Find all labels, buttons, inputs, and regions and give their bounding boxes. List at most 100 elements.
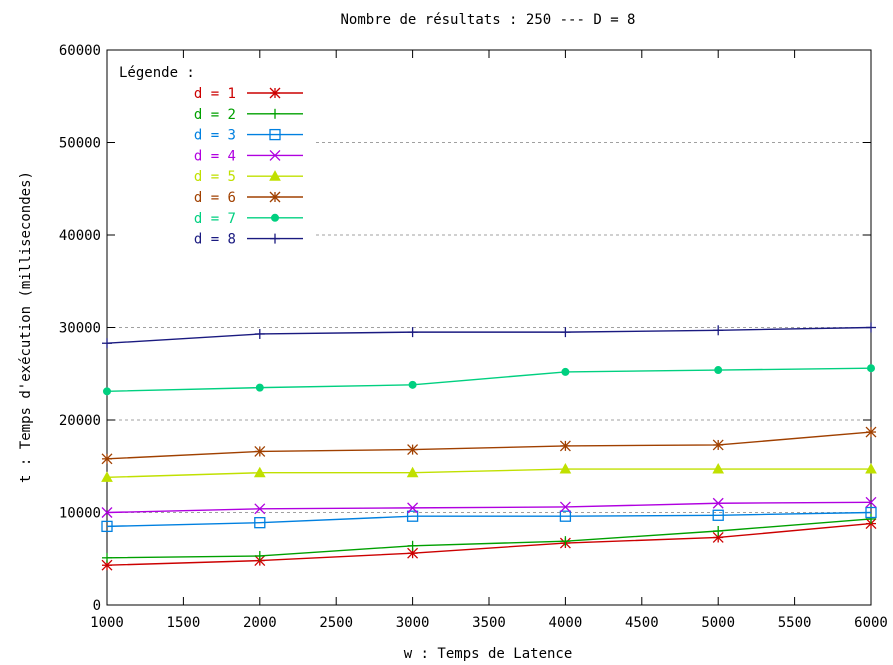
x-tick-label: 5500 <box>778 615 812 631</box>
y-axis-label: t : Temps d'exécution (millisecondes) <box>18 171 34 483</box>
data-point <box>103 387 111 396</box>
data-point <box>865 506 877 519</box>
series-line <box>106 501 872 514</box>
x-tick-label: 2000 <box>243 615 277 631</box>
data-point-stroke <box>559 501 571 513</box>
data-point <box>271 213 279 222</box>
series-4 <box>101 496 877 518</box>
data-point-stroke <box>101 471 113 482</box>
data-point <box>865 462 877 474</box>
data-point <box>270 108 280 119</box>
data-point-stroke <box>867 364 875 373</box>
data-point <box>101 520 113 533</box>
data-point-stroke <box>407 547 419 559</box>
data-point <box>269 149 281 161</box>
data-point <box>407 444 419 456</box>
x-tick-label: 5000 <box>701 615 735 631</box>
series-2 <box>102 513 876 563</box>
legend-label: d = 2 <box>194 107 236 123</box>
data-point-stroke <box>269 191 281 203</box>
data-point-stroke <box>865 506 877 519</box>
legend-label: d = 5 <box>194 169 236 185</box>
data-point <box>560 536 571 547</box>
x-tick-label: 1000 <box>90 615 124 631</box>
data-point-stroke <box>254 503 266 515</box>
x-tick-label: 3000 <box>396 615 430 631</box>
data-point <box>101 507 113 518</box>
data-point <box>866 513 876 524</box>
chart-title: Nombre de résultats : 250 --- D = 8 <box>340 12 635 28</box>
series-line <box>106 518 872 559</box>
data-point <box>866 322 876 333</box>
series-5 <box>101 462 877 482</box>
data-point <box>712 439 724 451</box>
data-point <box>865 496 877 508</box>
legend-title: Légende : <box>119 65 195 81</box>
data-point-stroke <box>407 444 419 456</box>
data-point <box>269 191 281 203</box>
data-point-stroke <box>269 170 281 181</box>
y-tick-label: 10000 <box>59 506 101 522</box>
legend-label: d = 4 <box>194 148 236 164</box>
data-point-stroke <box>406 466 419 478</box>
data-point-stroke <box>101 507 113 518</box>
data-point-stroke <box>101 520 113 533</box>
data-point-stroke <box>255 383 264 392</box>
data-point-stroke <box>561 367 570 376</box>
data-point <box>254 503 266 515</box>
data-point-stroke <box>101 453 113 465</box>
x-tick-label: 3500 <box>472 615 506 631</box>
series-line <box>106 468 871 479</box>
data-point-stroke <box>407 502 419 514</box>
data-point-stroke <box>269 128 281 141</box>
data-point-stroke <box>559 510 572 522</box>
data-point-stroke <box>712 497 724 509</box>
y-tick-label: 30000 <box>59 321 101 337</box>
series-3 <box>101 506 877 533</box>
data-point <box>712 497 724 509</box>
x-tick-label: 4500 <box>625 615 659 631</box>
data-point-stroke <box>712 439 724 451</box>
data-point <box>253 466 266 478</box>
x-tick-label: 1500 <box>167 615 201 631</box>
data-point-stroke <box>271 213 279 222</box>
data-point <box>712 462 725 474</box>
y-tick-label: 40000 <box>59 228 101 244</box>
series-8 <box>102 322 876 349</box>
series-group <box>101 322 877 571</box>
series-line <box>106 511 872 528</box>
data-point <box>255 383 264 392</box>
data-point-stroke <box>559 440 571 452</box>
x-axis-label: w : Temps de Latence <box>404 646 573 662</box>
legend-label: d = 7 <box>194 211 236 227</box>
x-tick-label: 6000 <box>854 615 888 631</box>
series-line <box>106 431 872 460</box>
data-point <box>712 532 724 543</box>
data-point <box>561 367 570 376</box>
data-point <box>559 462 572 474</box>
data-point <box>406 466 419 478</box>
data-point-stroke <box>712 509 724 521</box>
data-point-stroke <box>408 380 417 389</box>
data-point-stroke <box>269 149 281 161</box>
series-line <box>106 522 872 566</box>
data-point <box>254 445 266 457</box>
data-point-stroke <box>712 462 725 474</box>
data-point-stroke <box>559 462 572 474</box>
data-point <box>712 509 724 521</box>
y-tick-label: 60000 <box>59 43 101 59</box>
data-point-stroke <box>865 496 877 508</box>
series-7 <box>103 364 875 396</box>
y-tick-label: 50000 <box>59 136 101 152</box>
x-axis: 1000 1500 2000 2500 3000 3500 4000 4500 5000 5500… <box>90 50 888 631</box>
data-point <box>560 327 571 338</box>
data-point <box>865 426 877 438</box>
series-line <box>106 326 872 344</box>
data-point-stroke <box>254 517 266 529</box>
data-point <box>102 552 112 563</box>
data-point <box>713 526 724 536</box>
data-point-stroke <box>101 559 113 571</box>
data-point <box>101 471 113 482</box>
data-point-stroke <box>865 426 877 438</box>
y-axis: 0 10000 20000 30000 40000 50000 60000 <box>59 43 871 614</box>
